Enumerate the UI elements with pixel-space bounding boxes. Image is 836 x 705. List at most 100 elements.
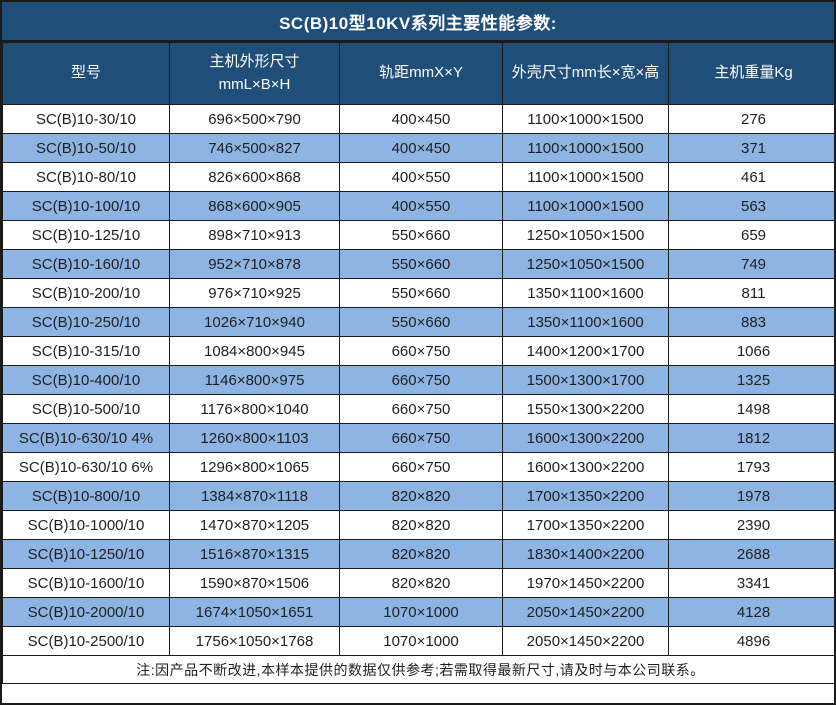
table-cell: 1146×800×975 — [169, 365, 340, 395]
page-title: SC(B)10型10KV系列主要性能参数: — [2, 2, 834, 42]
table-cell: SC(B)10-1600/10 — [2, 568, 170, 598]
table-cell: 1350×1100×1600 — [502, 278, 669, 308]
table-cell: 1100×1000×1500 — [502, 133, 669, 163]
table-cell: 1550×1300×2200 — [502, 394, 669, 424]
table-cell: 1070×1000 — [339, 626, 503, 656]
col-header-rail-gauge: 轨距mmX×Y — [339, 42, 503, 105]
table-cell: 1066 — [668, 336, 834, 366]
table-cell: SC(B)10-30/10 — [2, 104, 170, 134]
table-cell: 563 — [668, 191, 834, 221]
table-cell: SC(B)10-400/10 — [2, 365, 170, 395]
table-cell: 400×450 — [339, 104, 503, 134]
table-cell: 1756×1050×1768 — [169, 626, 340, 656]
table-cell: SC(B)10-80/10 — [2, 162, 170, 192]
table-cell: 820×820 — [339, 568, 503, 598]
table-cell: SC(B)10-125/10 — [2, 220, 170, 250]
table-cell: 1470×870×1205 — [169, 510, 340, 540]
table-cell: 1498 — [668, 394, 834, 424]
table-row: SC(B)10-100/10 868×600×905 400×550 1100×100… — [2, 191, 834, 221]
table-cell: 811 — [668, 278, 834, 308]
table-cell: SC(B)10-1250/10 — [2, 539, 170, 569]
table-cell: 3341 — [668, 568, 834, 598]
table-cell: 1600×1300×2200 — [502, 452, 669, 482]
table-cell: 660×750 — [339, 365, 503, 395]
table-row: SC(B)10-800/10 1384×870×1118 820×820 1700×1… — [2, 481, 834, 511]
table-cell: 820×820 — [339, 539, 503, 569]
table-cell: 1793 — [668, 452, 834, 482]
table-cell: 1350×1100×1600 — [502, 307, 669, 337]
table-cell: 1674×1050×1651 — [169, 597, 340, 627]
table-cell: 1384×870×1118 — [169, 481, 340, 511]
table-cell: 1100×1000×1500 — [502, 191, 669, 221]
table-cell: 276 — [668, 104, 834, 134]
table-cell: 550×660 — [339, 220, 503, 250]
table-cell: 1296×800×1065 — [169, 452, 340, 482]
table-cell: 1100×1000×1500 — [502, 162, 669, 192]
col-header-enclosure-size: 外壳尺寸mm长×宽×高 — [502, 42, 669, 105]
table-cell: 1325 — [668, 365, 834, 395]
table-cell: 400×550 — [339, 191, 503, 221]
table-cell: 1600×1300×2200 — [502, 423, 669, 453]
table-cell: 4896 — [668, 626, 834, 656]
footnote-row: 注:因产品不断改进,本样本提供的数据仅供参考;若需取得最新尺寸,请及时与本公司联… — [2, 655, 834, 684]
table-row: SC(B)10-2500/10 1756×1050×1768 1070×1000 20… — [2, 626, 834, 656]
footnote: 注:因产品不断改进,本样本提供的数据仅供参考;若需取得最新尺寸,请及时与本公司联… — [2, 655, 834, 684]
table-cell: 1400×1200×1700 — [502, 336, 669, 366]
spec-table: 型号 主机外形尺寸 mmL×B×H 轨距mmX×Y 外壳尺寸mm长×宽×高 主机… — [2, 42, 834, 684]
table-cell: 2050×1450×2200 — [502, 626, 669, 656]
table-cell: 696×500×790 — [169, 104, 340, 134]
table-cell: 976×710×925 — [169, 278, 340, 308]
table-cell: 1970×1450×2200 — [502, 568, 669, 598]
table-cell: 2688 — [668, 539, 834, 569]
table-cell: 660×750 — [339, 423, 503, 453]
table-row: SC(B)10-2000/10 1674×1050×1651 1070×1000 20… — [2, 597, 834, 627]
table-cell: 1590×870×1506 — [169, 568, 340, 598]
table-row: SC(B)10-1250/10 1516×870×1315 820×820 1830×… — [2, 539, 834, 569]
table-cell: 820×820 — [339, 481, 503, 511]
table-cell: 2050×1450×2200 — [502, 597, 669, 627]
table-cell: SC(B)10-50/10 — [2, 133, 170, 163]
table-cell: 660×750 — [339, 394, 503, 424]
table-cell: SC(B)10-200/10 — [2, 278, 170, 308]
table-cell: SC(B)10-315/10 — [2, 336, 170, 366]
table-row: SC(B)10-250/10 1026×710×940 550×660 1350×11… — [2, 307, 834, 337]
table-row: SC(B)10-50/10 746×500×827 400×450 1100×1000… — [2, 133, 834, 163]
table-cell: 1026×710×940 — [169, 307, 340, 337]
table-cell: 1830×1400×2200 — [502, 539, 669, 569]
table-cell: 1176×800×1040 — [169, 394, 340, 424]
table-cell: 952×710×878 — [169, 249, 340, 279]
table-cell: 400×550 — [339, 162, 503, 192]
table-row: SC(B)10-160/10 952×710×878 550×660 1250×105… — [2, 249, 834, 279]
table-row: SC(B)10-500/10 1176×800×1040 660×750 1550×1… — [2, 394, 834, 424]
table-cell: SC(B)10-630/10 4% — [2, 423, 170, 453]
table-cell: 826×600×868 — [169, 162, 340, 192]
table-cell: SC(B)10-160/10 — [2, 249, 170, 279]
table-row: SC(B)10-630/10 6% 1296×800×1065 660×750 160… — [2, 452, 834, 482]
table-cell: 1812 — [668, 423, 834, 453]
table-row: SC(B)10-1000/10 1470×870×1205 820×820 1700×… — [2, 510, 834, 540]
table-cell: 883 — [668, 307, 834, 337]
table-row: SC(B)10-30/10 696×500×790 400×450 1100×1000… — [2, 104, 834, 134]
table-body: SC(B)10-30/10 696×500×790 400×450 1100×1000… — [2, 104, 834, 656]
table-row: SC(B)10-125/10 898×710×913 550×660 1250×105… — [2, 220, 834, 250]
table-cell: SC(B)10-250/10 — [2, 307, 170, 337]
table-cell: SC(B)10-500/10 — [2, 394, 170, 424]
table-cell: 1084×800×945 — [169, 336, 340, 366]
table-cell: 550×660 — [339, 307, 503, 337]
col-header-main-dimensions: 主机外形尺寸 mmL×B×H — [169, 42, 340, 105]
table-cell: 1250×1050×1500 — [502, 220, 669, 250]
table-cell: 746×500×827 — [169, 133, 340, 163]
table-cell: 2390 — [668, 510, 834, 540]
table-cell: 1500×1300×1700 — [502, 365, 669, 395]
table-cell: 550×660 — [339, 249, 503, 279]
table-cell: 550×660 — [339, 278, 503, 308]
table-row: SC(B)10-1600/10 1590×870×1506 820×820 1970×… — [2, 568, 834, 598]
table-cell: 1260×800×1103 — [169, 423, 340, 453]
table-cell: 1516×870×1315 — [169, 539, 340, 569]
table-cell: SC(B)10-1000/10 — [2, 510, 170, 540]
table-cell: 749 — [668, 249, 834, 279]
table-cell: 1070×1000 — [339, 597, 503, 627]
col-header-model: 型号 — [2, 42, 170, 105]
table-cell: 1700×1350×2200 — [502, 481, 669, 511]
